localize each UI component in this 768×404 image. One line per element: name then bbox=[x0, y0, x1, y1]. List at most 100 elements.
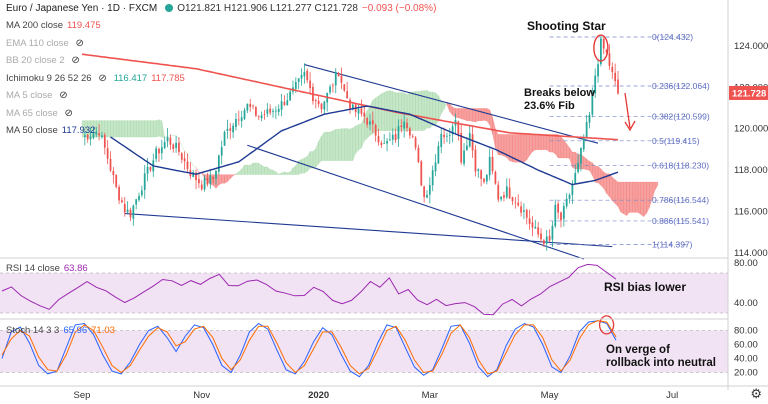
candle bbox=[103, 132, 106, 155]
ichimoku-cloud-segment bbox=[218, 174, 222, 186]
stoch-k-line bbox=[1, 320, 617, 378]
candle-body bbox=[363, 112, 366, 117]
ichimoku-cloud-segment bbox=[153, 120, 157, 138]
indicator-row[interactable]: BB 20 close 2 ⊘ bbox=[6, 55, 87, 66]
rsi-band bbox=[0, 273, 728, 313]
candle bbox=[297, 78, 300, 90]
candle-body bbox=[437, 145, 440, 164]
candle bbox=[340, 67, 343, 89]
candle bbox=[369, 114, 371, 131]
candle bbox=[180, 152, 183, 164]
candle-body bbox=[471, 134, 474, 151]
ichimoku-cloud-segment bbox=[178, 139, 182, 146]
candle bbox=[520, 201, 522, 217]
candle bbox=[135, 198, 138, 210]
indicator-row[interactable]: EMA 110 close ⊘ bbox=[6, 38, 91, 49]
candle bbox=[226, 119, 229, 139]
ichimoku-cloud-segment bbox=[181, 145, 185, 152]
hide-indicator-icon[interactable]: ⊘ bbox=[71, 55, 80, 66]
candle bbox=[323, 100, 326, 115]
candle bbox=[411, 134, 414, 139]
hide-indicator-icon[interactable]: ⊘ bbox=[64, 107, 73, 119]
ichimoku-cloud-segment bbox=[195, 167, 200, 174]
candle bbox=[277, 104, 280, 116]
candle bbox=[337, 71, 340, 77]
candle-body bbox=[86, 134, 89, 140]
ichimoku-cloud-segment bbox=[161, 120, 165, 138]
candle-body bbox=[286, 100, 289, 106]
candle bbox=[374, 123, 377, 142]
candle-body bbox=[562, 206, 565, 219]
candle bbox=[562, 202, 565, 227]
indicator-value-2: 117.785 bbox=[151, 72, 185, 84]
candle bbox=[545, 229, 548, 251]
candle-body bbox=[343, 84, 346, 91]
candle bbox=[115, 174, 118, 189]
candle-body bbox=[557, 203, 560, 213]
ichimoku-cloud-segment bbox=[221, 174, 225, 184]
candle bbox=[126, 201, 129, 214]
candle bbox=[317, 95, 320, 108]
indicator-row[interactable]: MA 5 close ⊘ bbox=[6, 90, 74, 101]
ichimoku-cloud-segment bbox=[355, 124, 359, 154]
stoch-axis-tick: 60.00 bbox=[734, 340, 758, 351]
candle bbox=[118, 184, 120, 205]
ichimoku-cloud-segment bbox=[629, 181, 633, 213]
ichimoku-cloud-segment bbox=[267, 166, 271, 175]
hide-indicator-icon[interactable]: ⊘ bbox=[59, 90, 68, 101]
settings-gear-icon[interactable]: ⚙ bbox=[750, 386, 762, 401]
stoch-axis-tick: 80.00 bbox=[734, 326, 758, 337]
candle-body bbox=[542, 240, 545, 245]
stoch-legend-name: Stoch 14 3 3 bbox=[6, 325, 60, 336]
ichimoku-cloud-segment bbox=[187, 153, 191, 160]
candle bbox=[86, 134, 89, 143]
candle bbox=[548, 229, 551, 242]
indicator-row[interactable]: MA 200 close 119.475 bbox=[6, 20, 105, 31]
candle bbox=[440, 127, 443, 154]
ichimoku-cloud-segment bbox=[284, 171, 288, 175]
candle-body bbox=[329, 86, 331, 93]
candle-body bbox=[568, 194, 571, 199]
hide-indicator-icon[interactable]: ⊘ bbox=[75, 37, 84, 49]
candle-body bbox=[351, 104, 354, 109]
candle-body bbox=[138, 195, 140, 200]
candle-body bbox=[608, 53, 611, 66]
candle bbox=[129, 207, 132, 222]
indicator-row[interactable]: MA 65 close ⊘ bbox=[6, 108, 80, 119]
candle-body bbox=[317, 100, 320, 105]
candle bbox=[494, 170, 497, 185]
candle bbox=[488, 148, 491, 181]
candle bbox=[357, 103, 360, 121]
candle bbox=[206, 172, 209, 187]
candle bbox=[534, 219, 537, 229]
candle bbox=[280, 93, 283, 117]
candle bbox=[186, 153, 189, 174]
fib-level-label: 0.382(120.599) bbox=[652, 111, 710, 121]
candle-body bbox=[277, 108, 280, 112]
support-line bbox=[124, 212, 613, 248]
candle bbox=[483, 178, 485, 184]
candle-body bbox=[451, 126, 454, 135]
candle bbox=[215, 170, 217, 185]
candle-body bbox=[246, 103, 249, 111]
candle-body bbox=[408, 128, 411, 136]
candle-body bbox=[400, 125, 403, 127]
ichimoku-cloud-segment bbox=[358, 123, 362, 151]
candle bbox=[597, 59, 599, 83]
ichimoku-cloud-segment bbox=[104, 120, 108, 138]
candle-body bbox=[149, 167, 152, 171]
candle-body bbox=[503, 195, 505, 198]
indicator-row[interactable]: Ichimoku 9 26 52 26 ⊘ 116.417 117.785 bbox=[6, 73, 189, 84]
candle-body bbox=[600, 38, 602, 65]
hide-indicator-icon[interactable]: ⊘ bbox=[98, 72, 107, 84]
candle bbox=[408, 126, 411, 139]
indicator-row[interactable]: MA 50 close 117.932 bbox=[6, 125, 99, 136]
channel-upper-line bbox=[304, 64, 599, 144]
candle bbox=[371, 111, 374, 133]
stoch-annotation-2: rollback into neutral bbox=[606, 357, 716, 369]
candle-body bbox=[112, 170, 115, 176]
candle bbox=[92, 127, 95, 140]
shooting-star-circle bbox=[593, 34, 609, 62]
